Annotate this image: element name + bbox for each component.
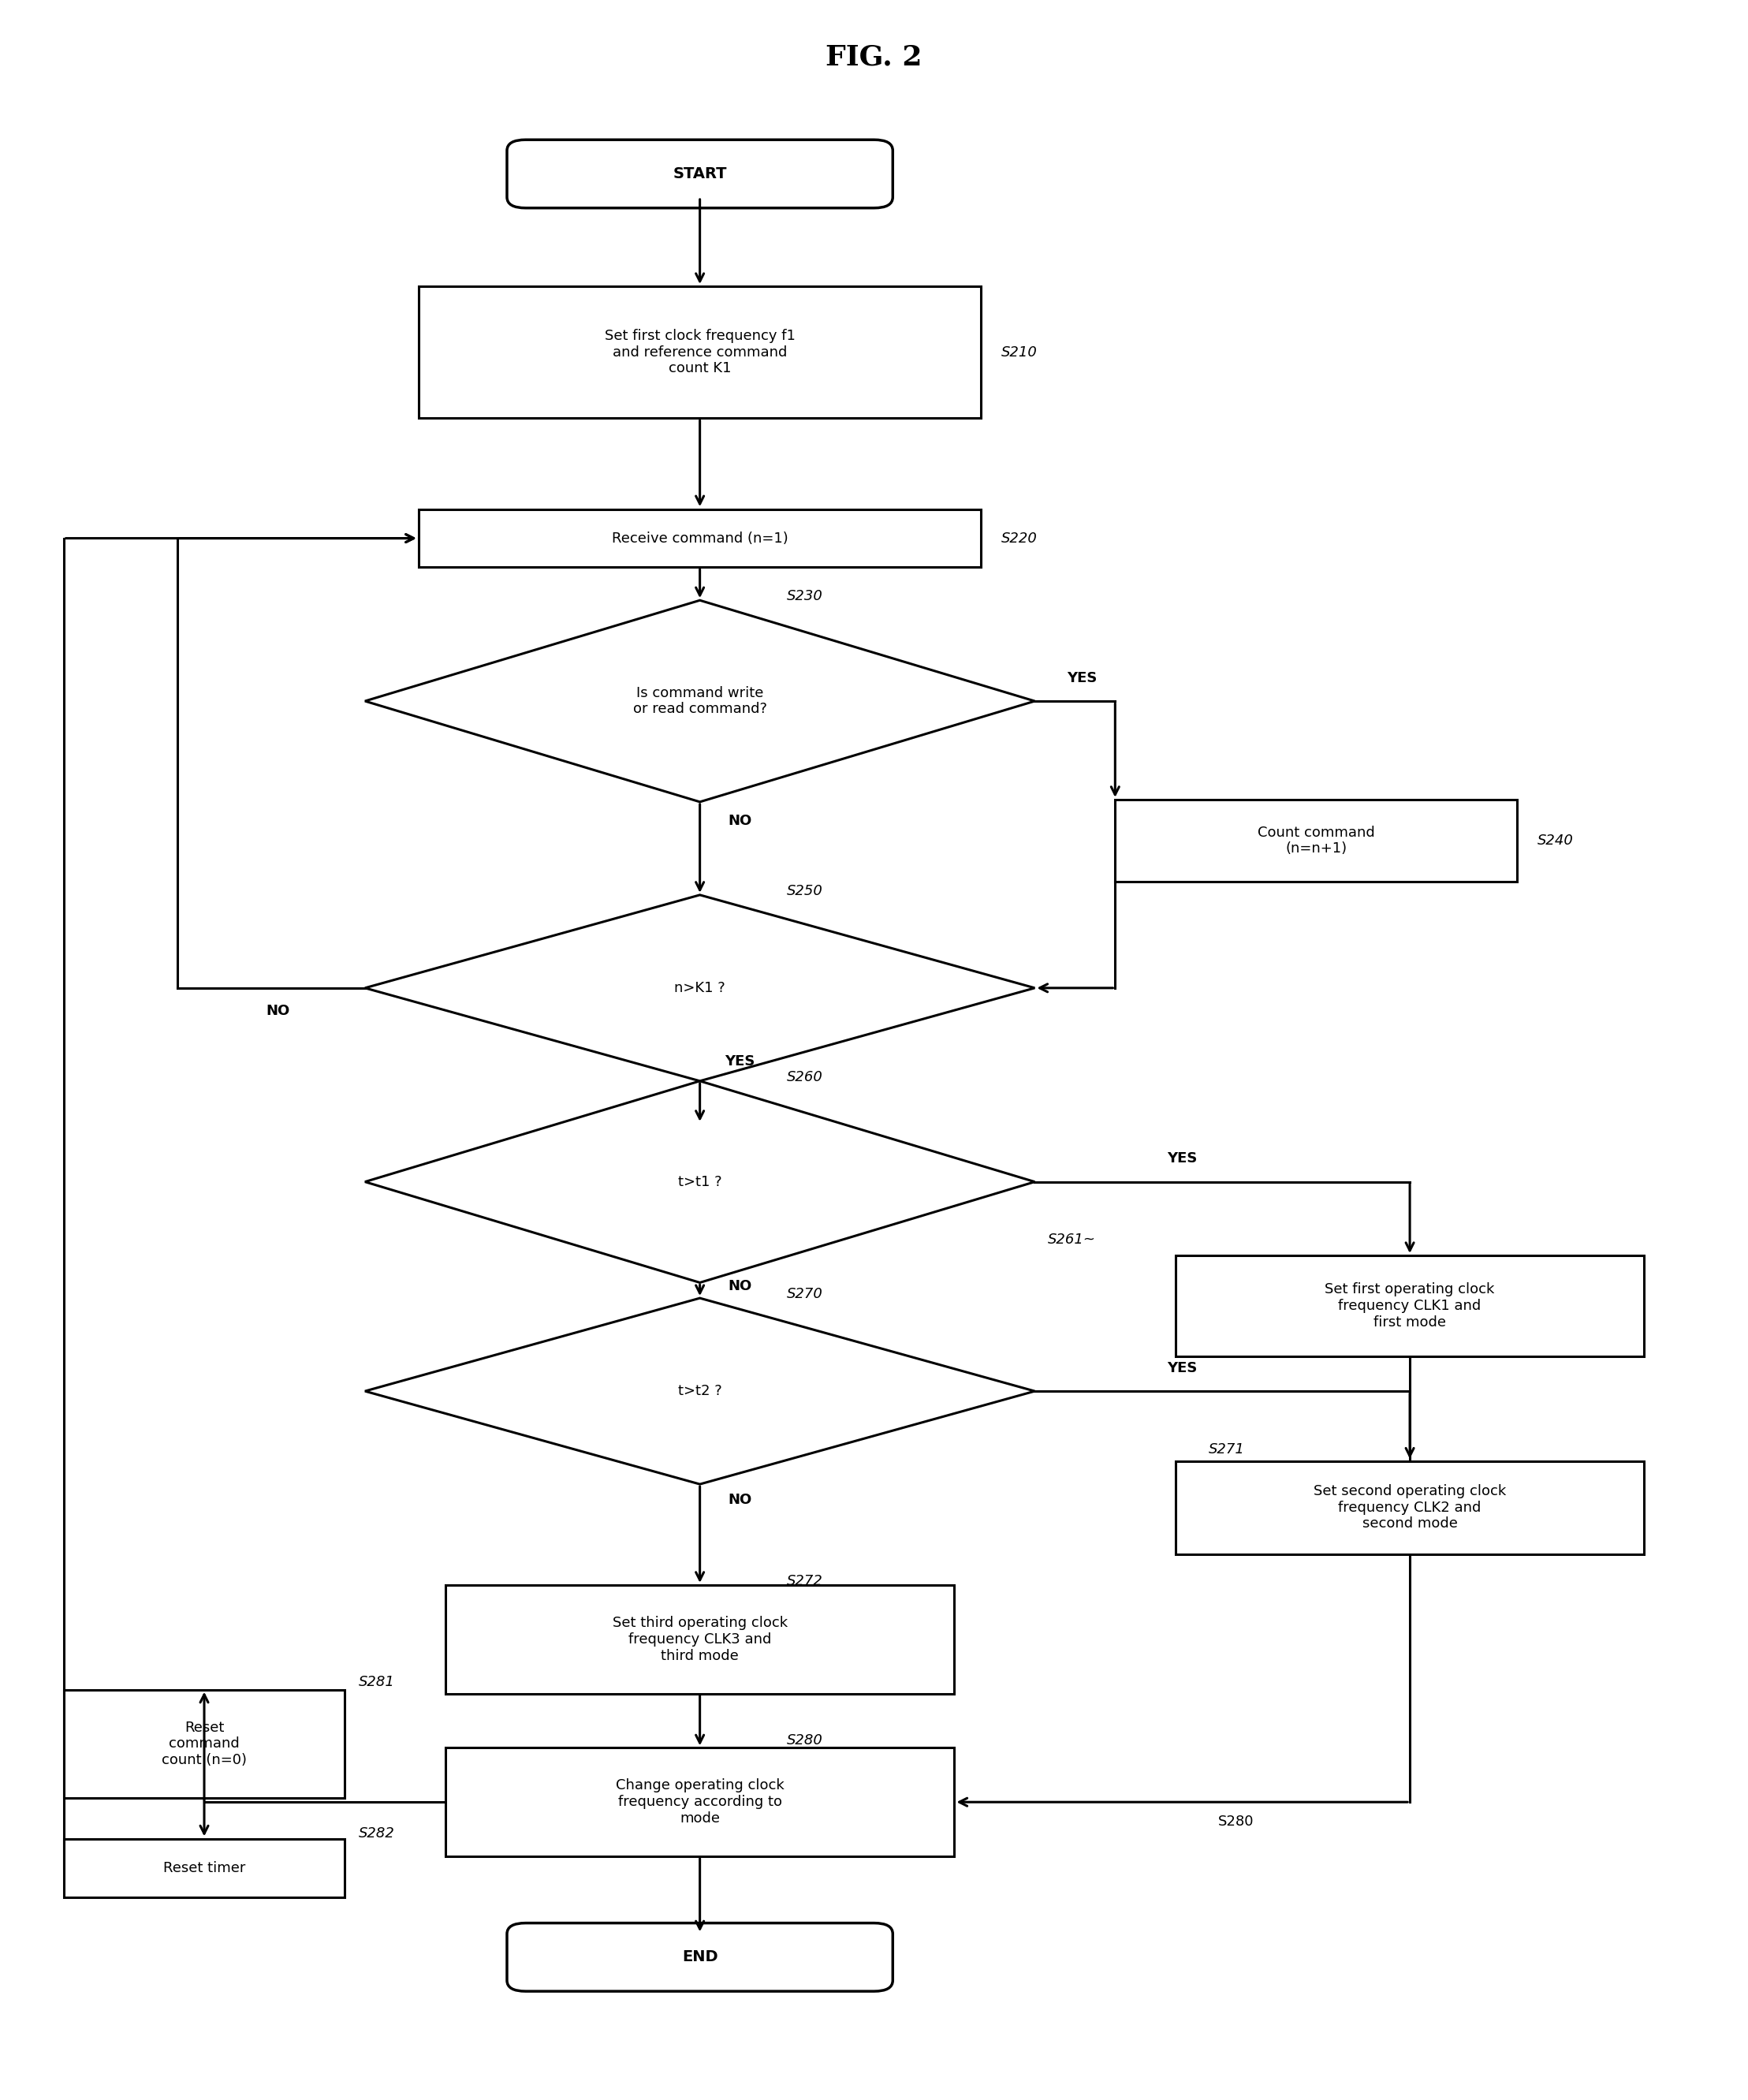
Text: FIG. 2: FIG. 2 — [825, 44, 923, 71]
Bar — [1175, 1462, 1645, 1554]
Text: Set second operating clock
frequency CLK2 and
second mode: Set second operating clock frequency CLK… — [1313, 1485, 1507, 1531]
Bar — [63, 1691, 344, 1798]
Text: Count command
(n=n+1): Count command (n=n+1) — [1257, 825, 1374, 857]
Bar — [63, 1840, 344, 1896]
Text: NO: NO — [266, 1004, 290, 1018]
FancyBboxPatch shape — [507, 141, 893, 208]
Text: Set first clock frequency f1
and reference command
count K1: Set first clock frequency f1 and referen… — [605, 330, 795, 376]
Text: S281: S281 — [358, 1676, 395, 1688]
Polygon shape — [365, 895, 1035, 1082]
Text: S280: S280 — [1218, 1814, 1253, 1829]
Bar — [418, 508, 981, 567]
Text: n>K1 ?: n>K1 ? — [675, 981, 725, 995]
Text: Reset timer: Reset timer — [163, 1861, 245, 1875]
Text: S270: S270 — [787, 1287, 823, 1302]
Text: END: END — [682, 1949, 718, 1966]
Text: YES: YES — [725, 1054, 755, 1069]
Text: S261~: S261~ — [1049, 1233, 1096, 1247]
Text: NO: NO — [729, 1279, 752, 1294]
Text: Reset
command
count (n=0): Reset command count (n=0) — [161, 1720, 246, 1768]
Text: S260: S260 — [787, 1071, 823, 1084]
Text: S220: S220 — [1002, 531, 1037, 546]
Bar — [446, 1747, 954, 1856]
Text: S272: S272 — [787, 1575, 823, 1588]
Text: t>t2 ?: t>t2 ? — [678, 1384, 722, 1399]
Text: S282: S282 — [358, 1827, 395, 1840]
Bar — [446, 1586, 954, 1693]
Bar — [1175, 1256, 1645, 1357]
Text: NO: NO — [729, 1493, 752, 1508]
Text: S280: S280 — [787, 1732, 823, 1747]
Text: YES: YES — [1066, 670, 1096, 685]
Text: YES: YES — [1168, 1151, 1197, 1166]
FancyBboxPatch shape — [507, 1924, 893, 1991]
Polygon shape — [365, 1082, 1035, 1283]
Text: S271: S271 — [1210, 1443, 1245, 1457]
Text: t>t1 ?: t>t1 ? — [678, 1174, 722, 1189]
Text: S240: S240 — [1536, 834, 1573, 848]
Text: NO: NO — [729, 815, 752, 827]
Bar — [1115, 800, 1517, 882]
Text: S210: S210 — [1002, 344, 1037, 359]
Bar — [418, 286, 981, 418]
Text: Set third operating clock
frequency CLK3 and
third mode: Set third operating clock frequency CLK3… — [612, 1615, 787, 1663]
Polygon shape — [365, 601, 1035, 802]
Text: S250: S250 — [787, 884, 823, 899]
Text: Set first operating clock
frequency CLK1 and
first mode: Set first operating clock frequency CLK1… — [1325, 1283, 1495, 1329]
Text: S230: S230 — [787, 590, 823, 603]
Text: Is command write
or read command?: Is command write or read command? — [633, 687, 767, 716]
Text: START: START — [673, 166, 727, 181]
Text: Change operating clock
frequency according to
mode: Change operating clock frequency accordi… — [615, 1779, 785, 1825]
Polygon shape — [365, 1298, 1035, 1485]
Text: YES: YES — [1168, 1361, 1197, 1376]
Text: Receive command (n=1): Receive command (n=1) — [612, 531, 788, 546]
